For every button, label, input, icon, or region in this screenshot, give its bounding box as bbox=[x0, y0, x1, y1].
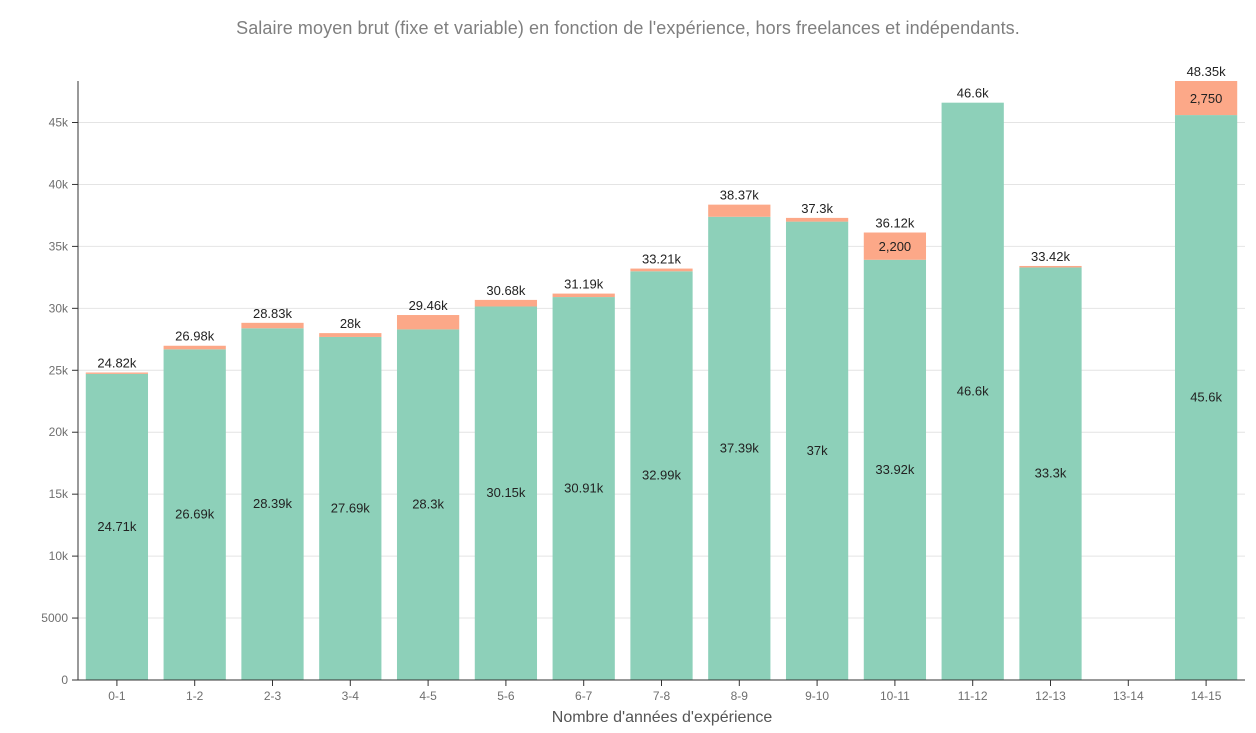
x-tick-label: 11-12 bbox=[958, 689, 988, 703]
bar-total-label: 29.46k bbox=[409, 298, 449, 313]
bar-fixed-label: 24.71k bbox=[97, 519, 137, 534]
bar-variable bbox=[397, 315, 459, 329]
y-tick-label: 30k bbox=[49, 301, 69, 315]
bar-variable bbox=[86, 373, 148, 374]
bar-total-label: 36.12k bbox=[875, 216, 915, 231]
y-tick-label: 15k bbox=[49, 487, 69, 501]
bar-total-label: 33.42k bbox=[1031, 249, 1071, 264]
y-tick-label: 10k bbox=[49, 549, 69, 563]
bar-fixed-label: 32.99k bbox=[642, 468, 682, 483]
bar-fixed-label: 30.91k bbox=[564, 481, 604, 496]
y-tick-label: 0 bbox=[61, 673, 68, 687]
bar-fixed-label: 28.39k bbox=[253, 496, 293, 511]
bar-total-label: 46.6k bbox=[957, 86, 989, 101]
bar-total-label: 28k bbox=[340, 316, 361, 331]
bar-variable-label: 2,750 bbox=[1190, 91, 1223, 106]
x-tick-label: 13-14 bbox=[1113, 689, 1144, 703]
bar-total-label: 26.98k bbox=[175, 329, 215, 344]
bar-variable bbox=[475, 300, 537, 307]
bar-fixed-label: 33.3k bbox=[1035, 466, 1067, 481]
x-tick-label: 7-8 bbox=[653, 689, 671, 703]
x-tick-label: 4-5 bbox=[419, 689, 437, 703]
y-tick-label: 5000 bbox=[41, 611, 68, 625]
bar-fixed-label: 46.6k bbox=[957, 383, 989, 398]
bar-total-label: 31.19k bbox=[564, 277, 604, 292]
x-tick-label: 0-1 bbox=[108, 689, 126, 703]
y-tick-label: 40k bbox=[49, 177, 69, 191]
x-tick-label: 1-2 bbox=[186, 689, 204, 703]
bar-variable bbox=[786, 218, 848, 222]
y-tick-label: 45k bbox=[49, 116, 69, 130]
bar-fixed-label: 45.6k bbox=[1190, 390, 1222, 405]
x-tick-label: 5-6 bbox=[497, 689, 515, 703]
bar-total-label: 38.37k bbox=[720, 188, 760, 203]
x-tick-label: 2-3 bbox=[264, 689, 282, 703]
bar-fixed-label: 30.15k bbox=[486, 485, 526, 500]
bar-variable bbox=[319, 333, 381, 337]
bar-fixed-label: 27.69k bbox=[331, 500, 371, 515]
x-tick-label: 8-9 bbox=[731, 689, 749, 703]
bar-total-label: 48.35k bbox=[1187, 64, 1227, 79]
x-tick-label: 12-13 bbox=[1035, 689, 1066, 703]
bar-fixed-label: 37.39k bbox=[720, 440, 760, 455]
y-tick-label: 35k bbox=[49, 239, 69, 253]
bar-fixed-label: 26.69k bbox=[175, 507, 215, 522]
bar-variable bbox=[553, 294, 615, 297]
bars bbox=[86, 81, 1237, 680]
x-tick-label: 9-10 bbox=[805, 689, 829, 703]
x-tick-label: 14-15 bbox=[1191, 689, 1222, 703]
bar-variable bbox=[164, 346, 226, 350]
bar-total-label: 30.68k bbox=[486, 283, 526, 298]
bar-total-label: 37.3k bbox=[801, 201, 833, 216]
bar-variable bbox=[1019, 266, 1081, 267]
bar-fixed-label: 37k bbox=[807, 443, 828, 458]
bar-total-label: 28.83k bbox=[253, 306, 293, 321]
bar-fixed-label: 28.3k bbox=[412, 497, 444, 512]
bar-total-label: 24.82k bbox=[97, 356, 137, 371]
x-tick-label: 3-4 bbox=[342, 689, 360, 703]
bar-variable bbox=[630, 269, 692, 272]
y-tick-label: 25k bbox=[49, 363, 69, 377]
bar-fixed-label: 33.92k bbox=[875, 462, 915, 477]
y-tick-label: 20k bbox=[49, 425, 69, 439]
bar-variable-label: 2,200 bbox=[879, 239, 912, 254]
x-tick-label: 10-11 bbox=[880, 689, 910, 703]
x-tick-label: 6-7 bbox=[575, 689, 593, 703]
x-axis-title: Nombre d'années d'expérience bbox=[552, 709, 773, 726]
bar-variable bbox=[708, 205, 770, 217]
bar-total-label: 33.21k bbox=[642, 252, 682, 267]
bar-variable bbox=[241, 323, 303, 328]
